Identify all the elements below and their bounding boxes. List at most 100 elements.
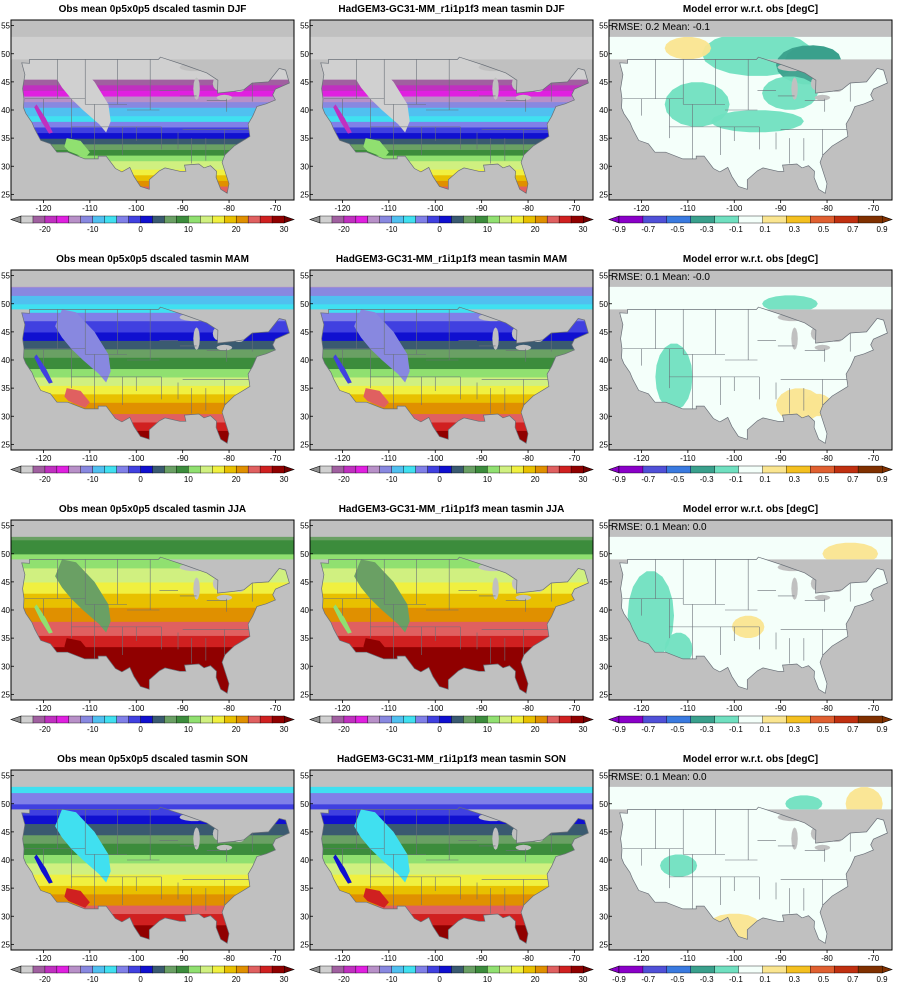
temperature-band (310, 907, 593, 912)
colorbar-tick-label: 20 (232, 975, 241, 984)
colorbar-swatch (762, 215, 787, 224)
colorbar-tick-label: -0.3 (700, 225, 714, 234)
panel-title: Obs mean 0p5x0p5 dscaled tasmin SON (57, 754, 248, 765)
temperature-band (11, 93, 294, 97)
lake (814, 94, 831, 101)
colorbar-swatch (92, 465, 106, 474)
temperature-band (310, 407, 593, 412)
temperature-band (310, 298, 593, 302)
colorbar-swatch (188, 465, 201, 474)
colorbar-tick-label: 0.9 (876, 225, 888, 234)
colorbar-tick-label: 20 (531, 725, 540, 734)
country-border (21, 306, 290, 444)
temperature-band (310, 337, 593, 341)
temperature-band (11, 90, 294, 94)
temperature-band (310, 163, 593, 167)
colorbar-swatch (762, 715, 787, 724)
colorbar-tick-label: 20 (531, 225, 540, 234)
temperature-band (310, 421, 593, 426)
temperature-band (310, 329, 593, 333)
temperature-band (310, 348, 593, 353)
temperature-band (310, 890, 593, 895)
temperature-band (11, 598, 294, 603)
x-tick-label: -70 (569, 454, 581, 463)
y-tick-label: 40 (300, 106, 309, 115)
colorbar-swatch (499, 215, 512, 224)
colorbar-swatch (319, 465, 333, 474)
temperature-band (11, 143, 294, 148)
y-tick-label: 40 (1, 356, 10, 365)
colorbar-swatch (116, 465, 130, 474)
temperature-band (11, 402, 294, 406)
temperature-band (11, 421, 294, 426)
colorbar-swatch (546, 215, 560, 224)
temperature-band (310, 129, 593, 134)
temperature-band (310, 669, 593, 673)
temperature-band (11, 885, 294, 889)
temperature-band (310, 792, 593, 796)
colorbar-swatch (331, 465, 345, 474)
temperature-band (11, 419, 294, 423)
temperature-band (310, 916, 593, 920)
temperature-band (310, 587, 593, 591)
temperature-band (310, 820, 593, 825)
temperature-band (310, 601, 593, 605)
temperature-band (11, 174, 294, 179)
y-tick-label: 40 (599, 856, 608, 865)
colorbar-swatch (224, 215, 237, 224)
colorbar-tick-label: 0.3 (789, 225, 801, 234)
temperature-band (11, 786, 294, 788)
x-tick-label: -120 (334, 704, 351, 713)
mountain-region (34, 354, 53, 384)
x-tick-label: -120 (633, 204, 650, 213)
temperature-band (11, 916, 294, 920)
y-tick-label: 55 (1, 272, 10, 281)
lake (791, 577, 798, 600)
mountain-region (55, 809, 111, 883)
temperature-band (11, 550, 294, 555)
colorbar-swatch (104, 715, 118, 724)
colorbar-swatch (319, 715, 333, 724)
temperature-band (310, 655, 593, 659)
temperature-band (11, 593, 294, 597)
temperature-band (310, 73, 593, 77)
temperature-band (11, 138, 294, 142)
temperature-band (310, 874, 593, 878)
colorbar-tick-label: 0.3 (789, 475, 801, 484)
colorbar-swatch (176, 965, 189, 974)
y-tick-label: 25 (599, 940, 608, 949)
colorbar-swatch (475, 965, 488, 974)
colorbar-swatch (762, 465, 787, 474)
country-border (320, 556, 589, 694)
colorbar-swatch (415, 215, 429, 224)
temperature-band (11, 73, 294, 77)
colorbar-tick-label: -10 (87, 975, 99, 984)
x-tick-label: -100 (128, 204, 145, 213)
temperature-band (11, 820, 294, 825)
temperature-band (310, 550, 593, 555)
colorbar-tick-label: 0.7 (847, 975, 859, 984)
x-tick-label: -80 (223, 454, 235, 463)
temperature-band (11, 803, 294, 808)
x-tick-label: -70 (868, 454, 880, 463)
colorbar-tick-label: -0.9 (612, 225, 626, 234)
colorbar-swatch (92, 215, 106, 224)
colorbar-swatch (534, 715, 548, 724)
y-tick-label: 35 (300, 634, 309, 643)
x-tick-label: -100 (726, 954, 743, 963)
temperature-band (310, 326, 593, 330)
colorbar-min-arrow (309, 215, 321, 224)
temperature-band (310, 826, 593, 830)
temperature-band (11, 81, 294, 86)
temperature-band (11, 612, 294, 617)
desert-region (64, 138, 90, 158)
temperature-band (11, 539, 294, 544)
x-tick-label: -120 (35, 704, 52, 713)
colorbar-tick-label: 20 (232, 475, 241, 484)
temperature-band (11, 50, 294, 55)
y-tick-label: 30 (1, 162, 10, 171)
temperature-band (11, 343, 294, 347)
country-border (619, 306, 888, 444)
colorbar-swatch (714, 215, 740, 224)
colorbar-swatch (200, 465, 213, 474)
